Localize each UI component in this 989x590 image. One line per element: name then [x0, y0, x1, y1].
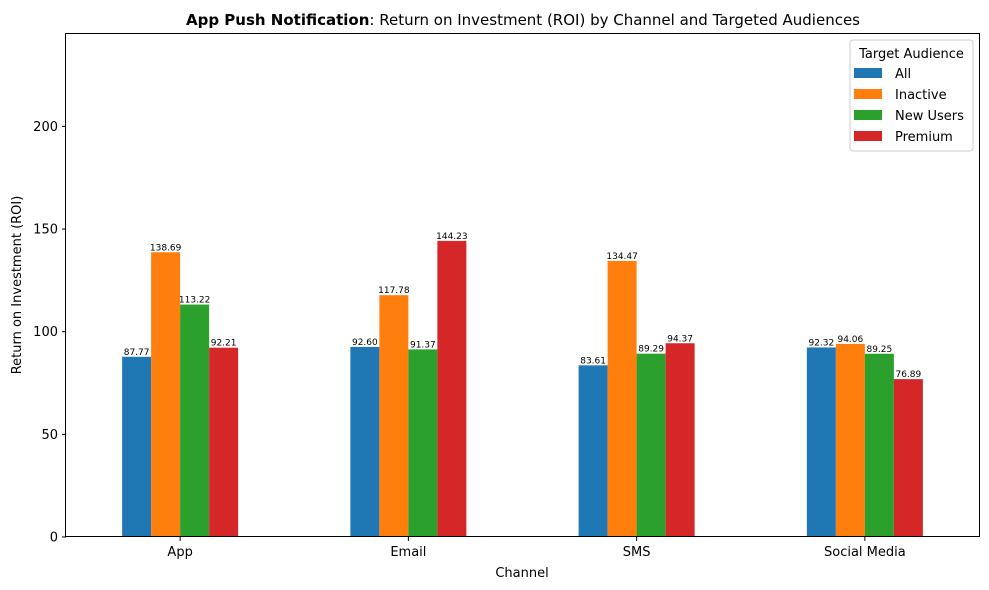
bar — [607, 260, 637, 537]
bar — [437, 240, 467, 538]
bar — [122, 356, 152, 537]
chart-title-rest: : Return on Investment (ROI) by Channel … — [369, 11, 860, 29]
bar — [151, 252, 181, 538]
x-axis: App Email SMS Social Media — [167, 537, 906, 560]
legend-box — [849, 39, 974, 152]
bar-value-label: 144.23 — [436, 232, 468, 242]
chart-title-bold: App Push Notification — [186, 11, 369, 29]
legend-swatch — [854, 68, 882, 78]
bar — [578, 365, 608, 537]
legend-entry-label: Premium — [895, 130, 953, 145]
x-tick-label: SMS — [623, 545, 651, 560]
bar — [864, 353, 894, 537]
bar — [665, 343, 695, 537]
chart-title: App Push Notification: Return on Investm… — [186, 11, 860, 29]
bar-value-label: 94.06 — [837, 335, 863, 345]
bar — [806, 347, 836, 537]
bar-value-label: 89.29 — [638, 345, 664, 355]
x-axis-label: Channel — [495, 566, 548, 581]
x-tick-label: App — [167, 545, 192, 560]
bar — [180, 304, 210, 537]
bar-value-label: 117.78 — [378, 286, 410, 296]
y-tick-label: 0 — [50, 531, 58, 546]
y-axis: 0 50 100 150 200 — [33, 120, 66, 546]
bar-value-label: 92.32 — [808, 338, 834, 348]
bar — [893, 379, 923, 537]
bar-value-label: 83.61 — [580, 356, 606, 366]
bar-value-label: 138.69 — [150, 243, 182, 253]
y-tick-label: 100 — [33, 325, 58, 340]
legend-title: Target Audience — [858, 47, 964, 62]
value-labels-group: 87.77 138.69 113.22 92.21 92.60 117.78 91.37 14… — [124, 232, 922, 380]
bar — [636, 353, 666, 537]
bar-value-label: 92.60 — [352, 338, 378, 348]
bar-value-label: 134.47 — [606, 252, 638, 262]
bar-value-label: 113.22 — [179, 296, 211, 306]
x-tick-label: Email — [390, 545, 426, 560]
legend: Target Audience All Inactive New Users Premi… — [849, 39, 974, 152]
bar-value-label: 92.21 — [211, 339, 237, 349]
legend-swatch — [854, 89, 882, 99]
legend-entry-label: All — [895, 67, 911, 82]
legend-swatch — [854, 131, 882, 141]
bar — [350, 346, 380, 537]
bar — [209, 347, 239, 537]
y-tick-label: 150 — [33, 223, 58, 238]
legend-entry-label: New Users — [895, 109, 964, 124]
bar — [408, 349, 438, 537]
x-tick-label: Social Media — [824, 545, 906, 560]
legend-entry-label: Inactive — [895, 88, 947, 103]
y-tick-label: 50 — [41, 428, 58, 443]
plot-frame — [65, 33, 980, 537]
bar-value-label: 94.37 — [667, 334, 693, 344]
bar-value-label: 76.89 — [895, 370, 921, 380]
bar-value-label: 87.77 — [124, 348, 150, 358]
bar-value-label: 91.37 — [410, 340, 436, 350]
bar-value-label: 89.25 — [866, 345, 892, 355]
bars-group — [122, 240, 923, 538]
y-tick-label: 200 — [33, 120, 58, 135]
y-axis-label: Return on Investment (ROI) — [10, 196, 25, 375]
legend-swatch — [854, 110, 882, 120]
bar — [379, 295, 409, 537]
bar — [835, 343, 865, 537]
